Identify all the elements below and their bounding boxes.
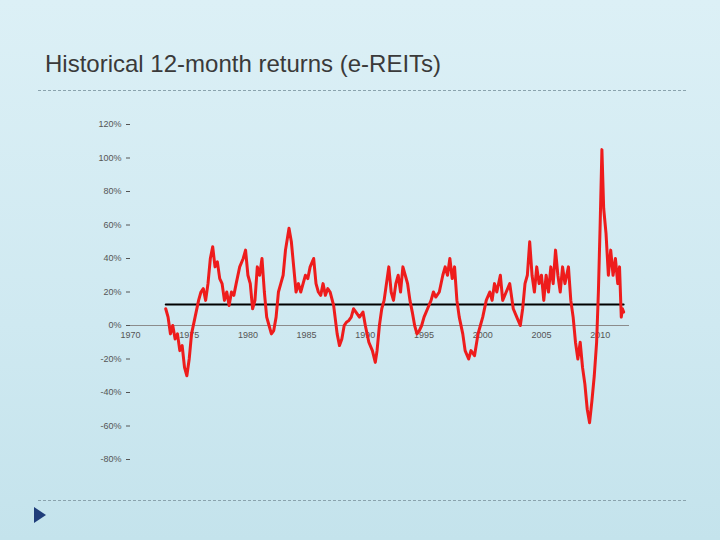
svg-text:1980: 1980 [238, 330, 258, 340]
svg-text:-20%: -20% [100, 354, 121, 364]
svg-text:120%: 120% [98, 119, 121, 129]
html-text:Historical 12-month returns (e: Historical 12-month returns (e-REITs) [45, 50, 442, 77]
svg-text:80%: 80% [103, 186, 121, 196]
svg-text:1995: 1995 [414, 330, 434, 341]
svg-text:1975: 1975 [179, 330, 199, 340]
svg-text:20%: 20% [103, 287, 121, 297]
svg-text:60%: 60% [103, 220, 121, 230]
svg-text:2000: 2000 [472, 330, 493, 341]
svg-text:-60%: -60% [100, 421, 121, 431]
svg-text:-80%: -80% [100, 454, 121, 464]
svg-text:-40%: -40% [100, 387, 121, 397]
svg-text:1970: 1970 [120, 330, 140, 340]
svg-text:40%: 40% [103, 253, 121, 263]
svg-text:100%: 100% [98, 153, 121, 163]
svg-text:2010: 2010 [590, 330, 610, 340]
svg-text:2005: 2005 [531, 330, 551, 340]
svg-text:0%: 0% [108, 320, 121, 330]
svg-text:1990: 1990 [355, 330, 376, 341]
svg-text:1985: 1985 [297, 330, 317, 340]
